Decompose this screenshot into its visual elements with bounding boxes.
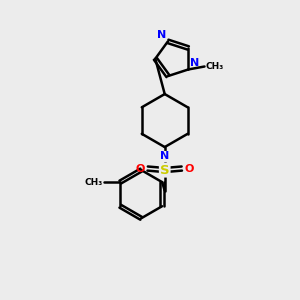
Text: N: N	[160, 152, 169, 161]
Text: O: O	[136, 164, 145, 173]
Text: N: N	[157, 30, 167, 40]
Text: S: S	[160, 164, 169, 176]
Text: CH₃: CH₃	[206, 62, 224, 71]
Text: N: N	[190, 58, 199, 68]
Text: O: O	[184, 164, 194, 173]
Text: CH₃: CH₃	[84, 178, 103, 187]
